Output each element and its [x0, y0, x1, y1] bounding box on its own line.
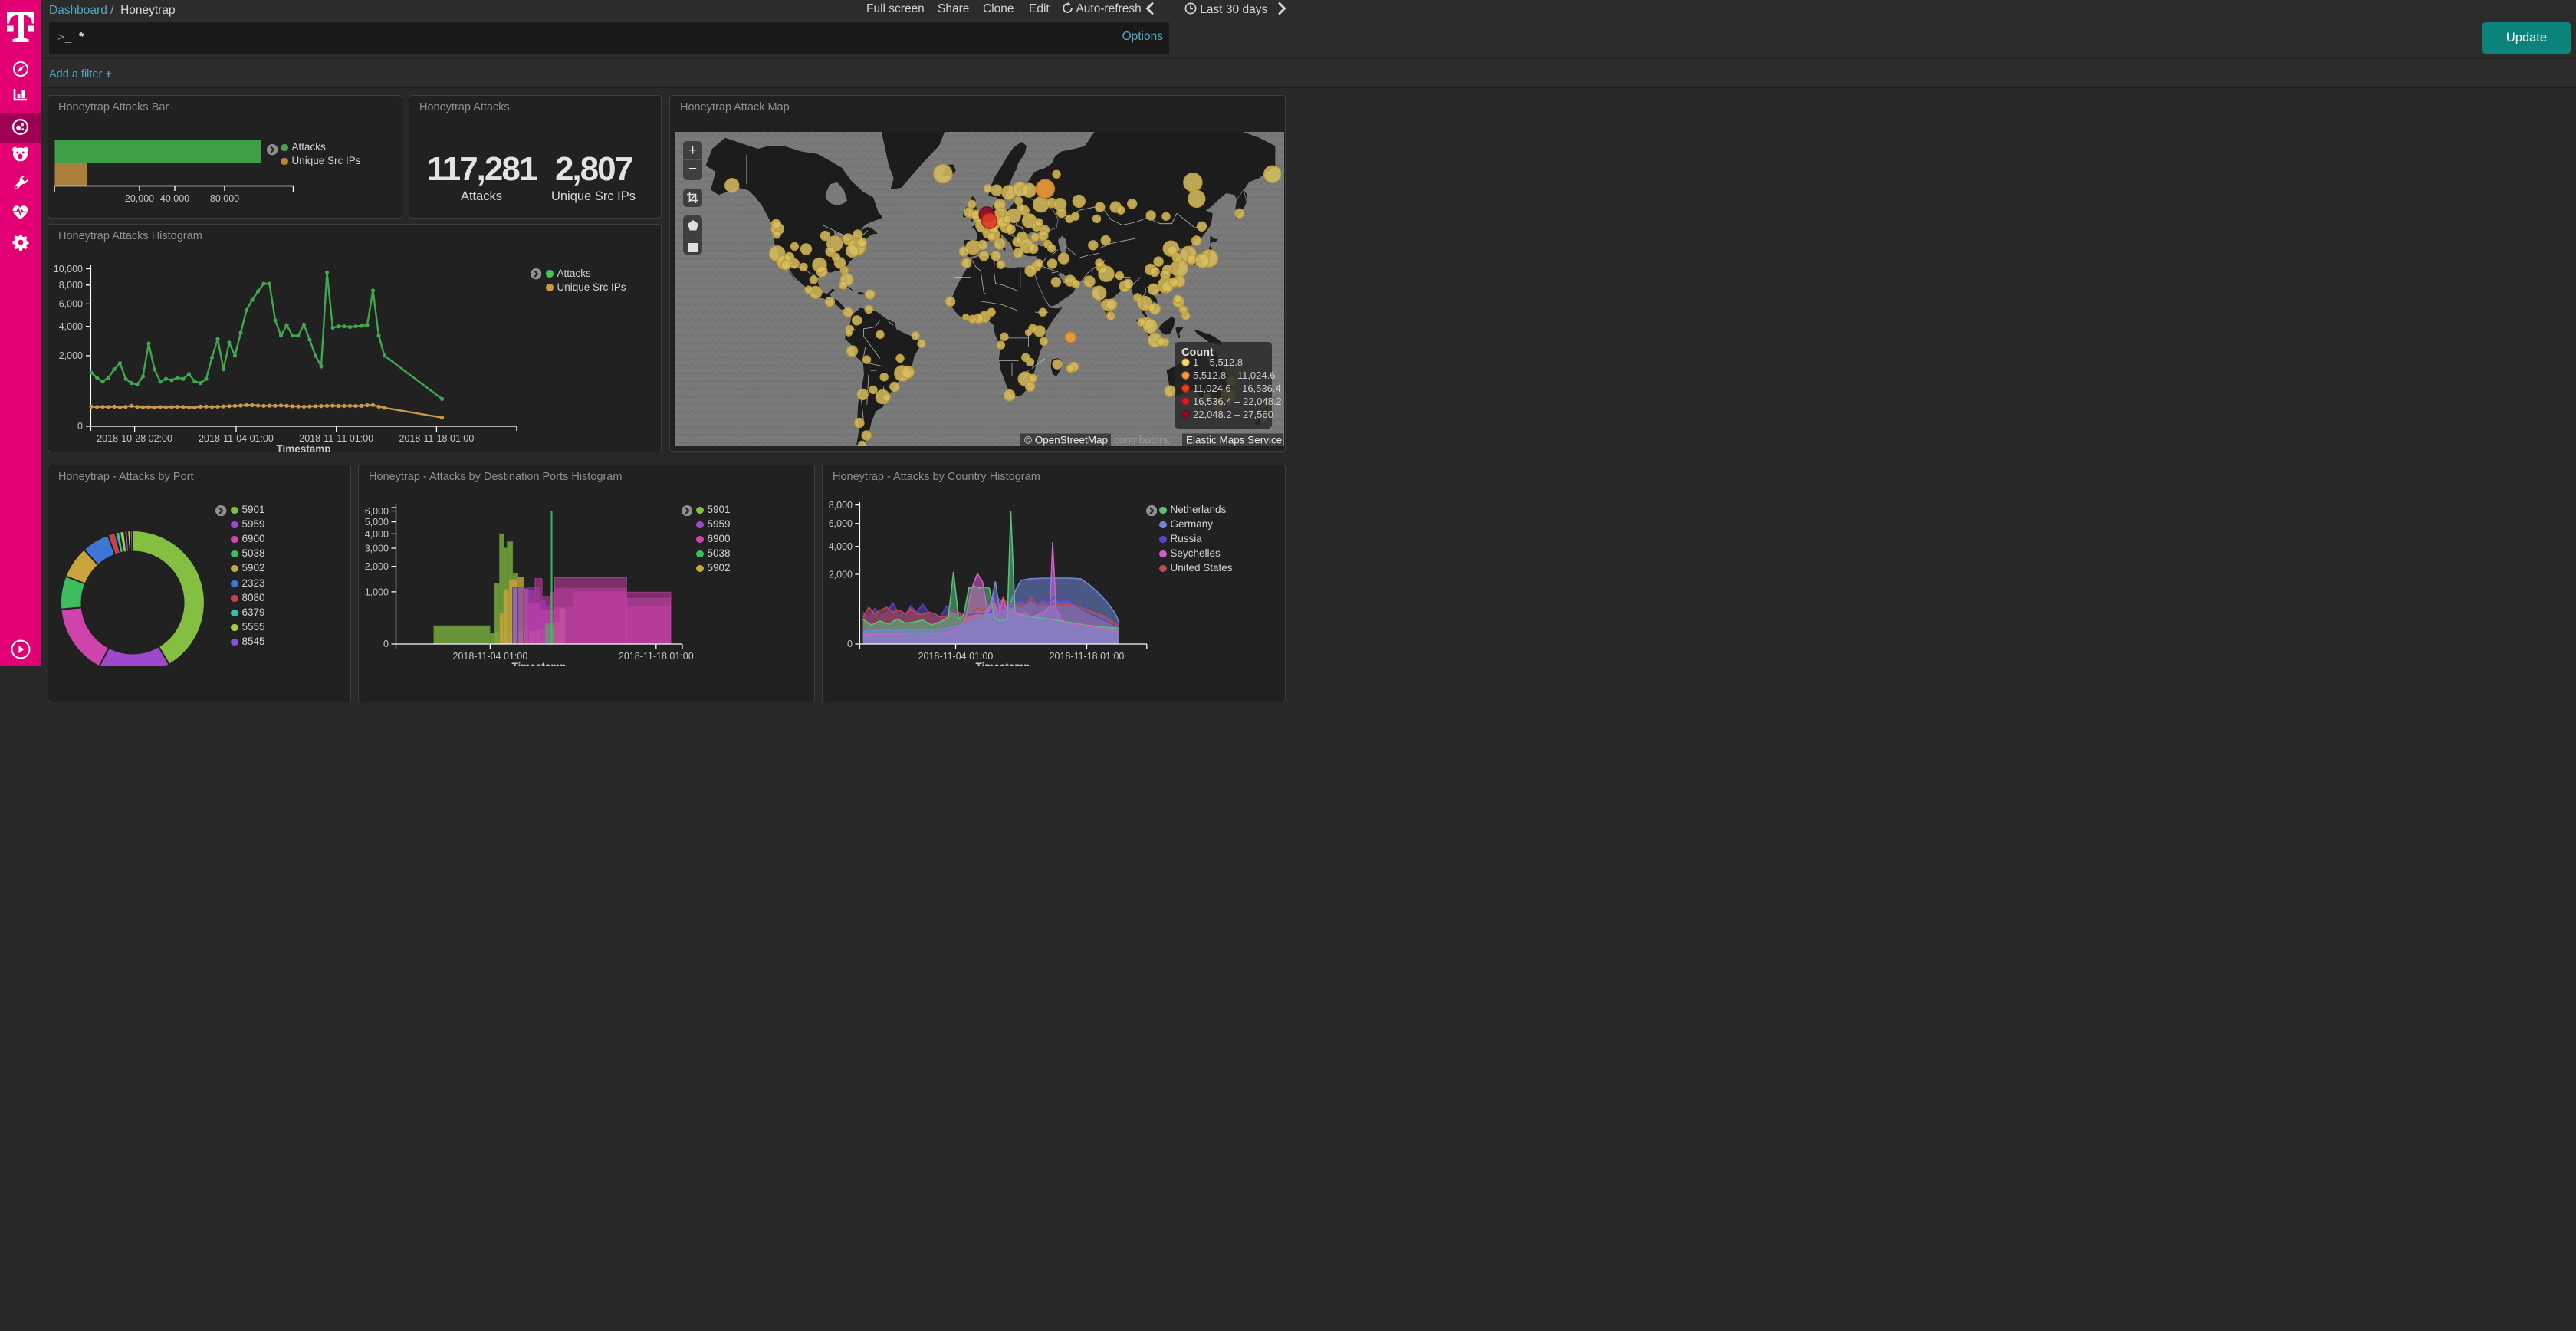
svg-text:10,000: 10,000: [54, 264, 83, 274]
svg-text:5,512.8 – 11,024.6: 5,512.8 – 11,024.6: [1193, 370, 1275, 381]
svg-text:Timestamp: Timestamp: [975, 661, 1030, 666]
svg-text:4,000: 4,000: [829, 541, 853, 552]
svg-text:22,048.2 – 27,560: 22,048.2 – 27,560: [1193, 409, 1273, 420]
svg-text:Timestamp: Timestamp: [511, 661, 566, 666]
svg-text:2,000: 2,000: [829, 570, 853, 580]
svg-text:contributors,: contributors,: [1114, 435, 1171, 446]
svg-text:2018-10-28 02:00: 2018-10-28 02:00: [97, 433, 172, 444]
svg-text:16,536.4 – 22,048.2: 16,536.4 – 22,048.2: [1193, 396, 1282, 407]
svg-text:Count: Count: [1181, 347, 1214, 359]
svg-text:40,000: 40,000: [160, 193, 189, 204]
svg-text:2018-11-18 01:00: 2018-11-18 01:00: [1050, 651, 1125, 662]
svg-text:1 – 5,512.8: 1 – 5,512.8: [1193, 357, 1243, 368]
svg-text:3,000: 3,000: [365, 544, 389, 554]
svg-text:20,000: 20,000: [125, 193, 154, 204]
svg-text:Timestamp: Timestamp: [276, 443, 330, 452]
svg-text:2018-11-04 01:00: 2018-11-04 01:00: [453, 651, 528, 662]
svg-text:0: 0: [383, 639, 389, 649]
svg-text:2018-11-18 01:00: 2018-11-18 01:00: [619, 651, 694, 662]
svg-text:2018-11-18 01:00: 2018-11-18 01:00: [399, 433, 475, 444]
svg-text:4,000: 4,000: [365, 529, 389, 540]
svg-text:6,000: 6,000: [829, 518, 853, 529]
svg-text:11,024.6 – 16,536.4: 11,024.6 – 16,536.4: [1193, 383, 1281, 394]
svg-text:2,000: 2,000: [59, 350, 83, 361]
svg-text:8,000: 8,000: [59, 280, 83, 291]
svg-text:6,000: 6,000: [59, 299, 83, 310]
svg-text:0: 0: [847, 639, 853, 649]
svg-text:5,000: 5,000: [365, 517, 389, 527]
svg-text:80,000: 80,000: [210, 193, 239, 204]
svg-text:2018-11-11 01:00: 2018-11-11 01:00: [299, 433, 373, 444]
svg-text:2018-11-04 01:00: 2018-11-04 01:00: [918, 651, 994, 662]
svg-text:2018-11-04 01:00: 2018-11-04 01:00: [199, 433, 274, 444]
svg-text:© OpenStreetMap: © OpenStreetMap: [1024, 435, 1108, 446]
svg-text:6,000: 6,000: [365, 506, 389, 517]
svg-text:Elastic Maps Service: Elastic Maps Service: [1186, 435, 1282, 446]
svg-text:4,000: 4,000: [59, 321, 83, 332]
svg-text:0: 0: [77, 421, 83, 432]
svg-text:2,000: 2,000: [365, 561, 389, 572]
svg-text:8,000: 8,000: [829, 500, 853, 511]
svg-text:1,000: 1,000: [365, 587, 389, 598]
